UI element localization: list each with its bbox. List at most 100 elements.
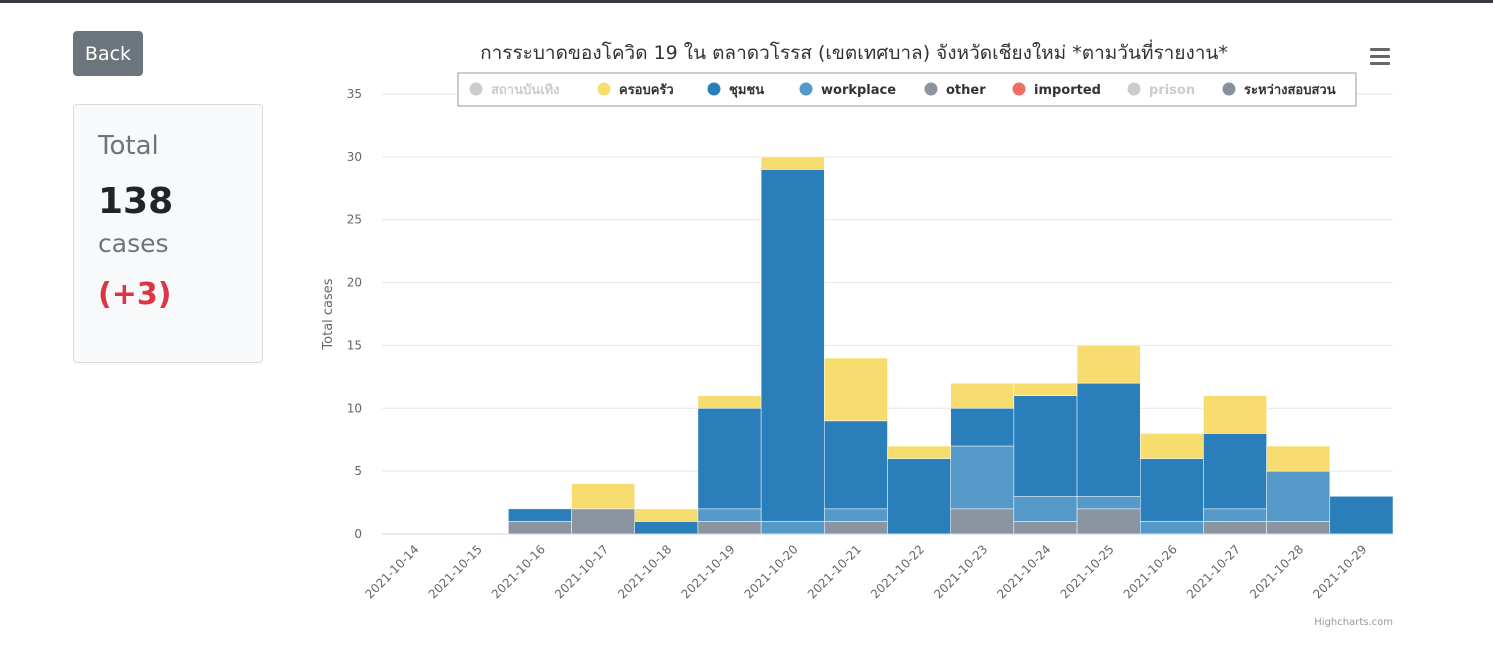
y-tick-label: 5 (354, 464, 362, 478)
top-border (0, 0, 1493, 3)
bar-segment[interactable] (634, 508, 699, 522)
legend-item[interactable]: prison (1127, 82, 1196, 99)
x-tick-label: 2021-10-16 (489, 542, 548, 601)
bar-segment[interactable] (1076, 382, 1141, 497)
legend-marker (799, 82, 813, 96)
x-tick-label: 2021-10-26 (1121, 542, 1180, 601)
bar-segment[interactable] (950, 445, 1015, 510)
x-tick-label: 2021-10-23 (931, 542, 990, 601)
y-tick-label: 15 (347, 338, 362, 352)
bar-segment[interactable] (760, 156, 825, 170)
total-unit: cases (98, 229, 169, 258)
bar-segment[interactable] (1013, 496, 1078, 522)
x-tick-label: 2021-10-28 (1247, 542, 1306, 601)
bar-segment[interactable] (887, 458, 951, 535)
legend-item[interactable]: ระหว่างสอบสวน (1222, 82, 1336, 99)
bar-segment[interactable] (950, 508, 1015, 535)
x-tick-label: 2021-10-21 (805, 542, 864, 601)
legend-label: สถานบันเทิง (491, 83, 560, 98)
x-axis-ticks: 2021-10-14 2021-10-15 2021-10-16 2021-10-17… (362, 542, 1369, 601)
x-tick-label: 2021-10-29 (1310, 542, 1369, 601)
bar-segment[interactable] (1203, 433, 1267, 510)
bar-segment[interactable] (824, 420, 888, 510)
y-tick-label: 35 (347, 87, 362, 101)
hamburger-menu-icon (1370, 48, 1390, 65)
y-tick-label: 30 (347, 150, 362, 164)
bar-segment[interactable] (571, 483, 635, 510)
bar-segment[interactable] (1076, 496, 1141, 510)
chart-title: การระบาดของโควิด 19 ใน ตลาดวโรรส (เขตเทศ… (480, 39, 1228, 64)
legend-item[interactable]: other (924, 82, 987, 99)
bar-segment[interactable] (760, 169, 825, 522)
legend-marker (597, 82, 611, 96)
x-tick-label: 2021-10-18 (615, 542, 674, 601)
bar-segment[interactable] (697, 521, 762, 535)
bar-segment[interactable] (1140, 521, 1204, 535)
y-tick-label: 10 (347, 401, 362, 415)
bar-segment[interactable] (1266, 445, 1331, 472)
legend-label: other (946, 83, 986, 98)
bar-segment[interactable] (634, 521, 699, 535)
x-tick-label: 2021-10-19 (678, 542, 737, 601)
bar-segment[interactable] (824, 357, 888, 422)
bar-segment[interactable] (571, 508, 635, 535)
bar-segment[interactable] (697, 508, 762, 522)
chart-menu-button[interactable] (1366, 44, 1394, 70)
bar-segment[interactable] (1140, 458, 1204, 522)
y-axis-title: Total cases (321, 278, 336, 350)
bar-segment[interactable] (1076, 508, 1141, 535)
y-tick-label: 25 (347, 213, 362, 227)
x-tick-label: 2021-10-17 (552, 542, 611, 601)
x-tick-label: 2021-10-25 (1058, 542, 1117, 601)
total-value: 138 (98, 181, 174, 222)
bar-segment[interactable] (950, 382, 1015, 409)
bar-segment[interactable] (1013, 521, 1078, 535)
bar-segment[interactable] (824, 521, 888, 535)
bar-segment[interactable] (760, 521, 825, 535)
x-tick-label: 2021-10-22 (868, 542, 927, 601)
bar-segment[interactable] (950, 408, 1015, 447)
legend-label: workplace (821, 83, 896, 98)
legend-item[interactable]: ครอบครัว (597, 82, 674, 99)
bar-segment[interactable] (1266, 521, 1331, 535)
legend-item[interactable]: workplace (799, 82, 897, 99)
chart-credit[interactable]: Highcharts.com (1314, 617, 1393, 628)
bar-segment[interactable] (824, 508, 888, 522)
chart-legend: สถานบันเทิง ครอบครัว ชุมชน workplace other im… (457, 72, 1357, 107)
legend-marker (924, 82, 938, 96)
bar-segment[interactable] (697, 408, 762, 510)
bar-segment[interactable] (1013, 382, 1078, 396)
chart-bars (508, 156, 1394, 535)
x-tick-label: 2021-10-24 (994, 542, 1053, 601)
bar-segment[interactable] (1329, 496, 1394, 535)
bar-segment[interactable] (887, 445, 951, 459)
x-tick-label: 2021-10-27 (1184, 542, 1243, 601)
total-label: Total (98, 131, 159, 161)
legend-label: prison (1149, 83, 1195, 98)
legend-item[interactable]: ชุมชน (707, 82, 765, 99)
bar-segment[interactable] (1203, 521, 1267, 535)
y-tick-label: 20 (347, 276, 362, 290)
bar-segment[interactable] (1140, 433, 1204, 459)
legend-label: ชุมชน (729, 83, 764, 98)
legend-marker (1012, 82, 1026, 96)
bar-segment[interactable] (697, 395, 762, 409)
legend-label: imported (1034, 83, 1101, 98)
legend-marker (1222, 82, 1236, 96)
legend-item[interactable]: สถานบันเทิง (469, 82, 560, 99)
bar-segment[interactable] (1203, 508, 1267, 522)
x-tick-label: 2021-10-20 (742, 542, 801, 601)
x-tick-label: 2021-10-14 (362, 542, 421, 601)
bar-segment[interactable] (1013, 395, 1078, 497)
legend-item[interactable]: imported (1012, 82, 1102, 99)
back-button[interactable]: Back (73, 31, 143, 76)
bar-segment[interactable] (508, 508, 572, 522)
bar-segment[interactable] (1203, 395, 1267, 434)
total-cases-card: Total 138 cases (+3) (73, 104, 263, 363)
x-tick-label: 2021-10-15 (426, 542, 485, 601)
legend-marker (707, 82, 721, 96)
bar-segment[interactable] (1266, 470, 1331, 522)
bar-segment[interactable] (508, 521, 572, 535)
bar-segment[interactable] (1076, 345, 1141, 384)
